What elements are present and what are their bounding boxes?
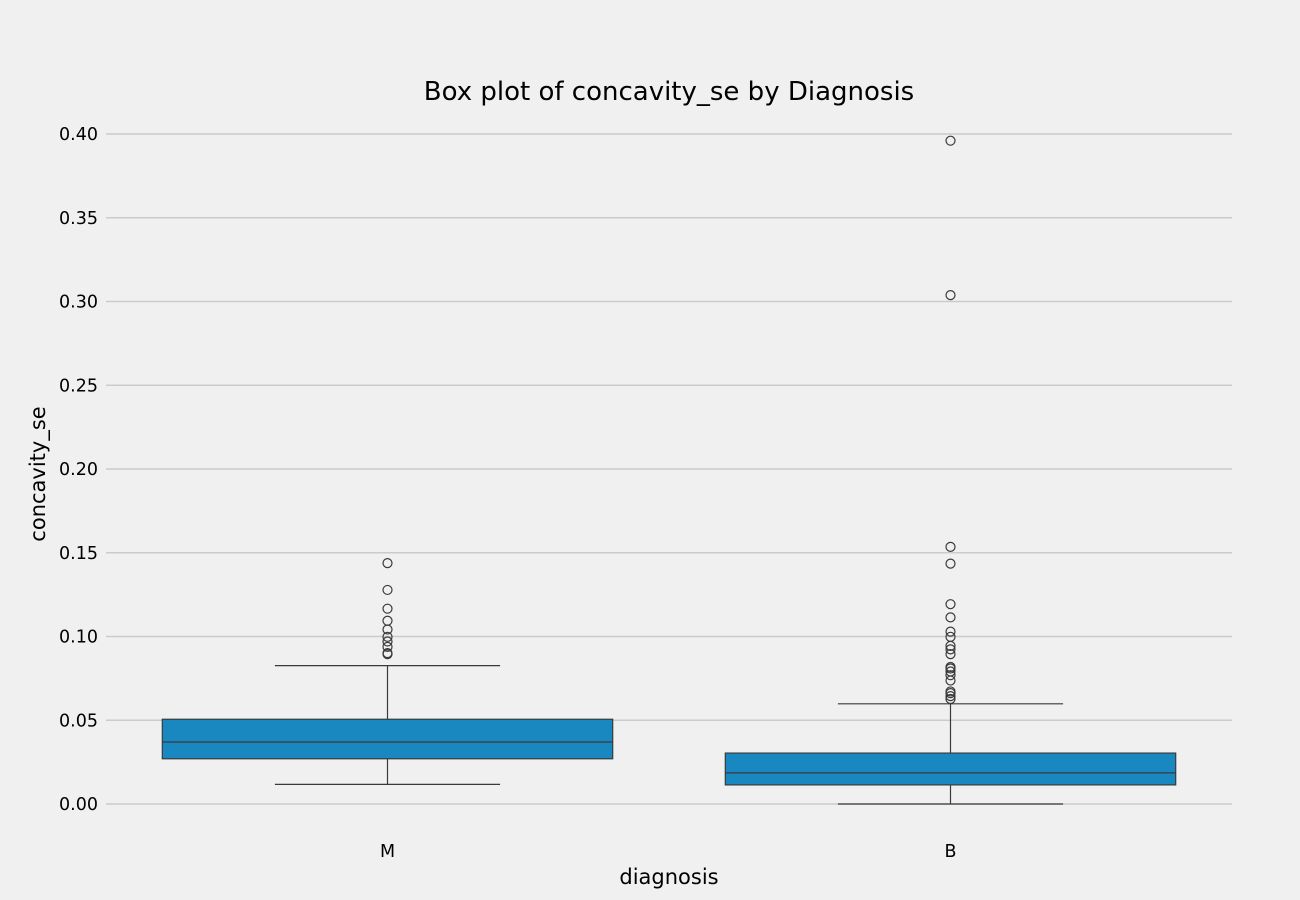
outlier-point bbox=[382, 603, 393, 614]
outlier-point bbox=[945, 666, 956, 677]
outlier-point bbox=[382, 647, 393, 659]
box-group-M bbox=[161, 558, 614, 786]
y-tick-label: 0.10 bbox=[59, 628, 98, 648]
x-axis-label: diagnosis bbox=[619, 865, 718, 889]
outlier-point bbox=[945, 290, 956, 301]
y-tick-label: 0.40 bbox=[59, 125, 98, 145]
y-tick-label: 0.35 bbox=[59, 209, 98, 229]
outlier-point bbox=[945, 686, 956, 697]
outlier-point bbox=[382, 615, 393, 626]
x-tick-label: B bbox=[944, 842, 956, 862]
iqr-box bbox=[724, 752, 1177, 786]
outlier-point bbox=[945, 648, 956, 660]
outlier-point bbox=[945, 661, 956, 673]
y-axis-label: concavity_se bbox=[26, 406, 51, 541]
outlier-point bbox=[945, 541, 956, 552]
outlier-point bbox=[382, 584, 393, 596]
y-tick-label: 0.00 bbox=[59, 795, 98, 815]
outlier-point bbox=[945, 691, 956, 702]
outlier-point bbox=[945, 135, 956, 146]
outlier-point bbox=[945, 675, 956, 686]
y-tick-label: 0.30 bbox=[59, 293, 98, 313]
y-tick-labels: 0.00 0.05 0.10 0.15 0.20 0.25 0.30 0.35 0.40 bbox=[59, 125, 98, 815]
outlier-point bbox=[945, 644, 956, 655]
iqr-box bbox=[161, 718, 614, 760]
outlier-point bbox=[945, 631, 956, 642]
y-tick-label: 0.25 bbox=[59, 376, 98, 396]
outlier-point bbox=[945, 612, 956, 623]
outlier-point bbox=[382, 641, 393, 652]
box-group-B bbox=[724, 135, 1177, 805]
y-tick-label: 0.15 bbox=[59, 544, 98, 564]
outlier-point bbox=[945, 693, 956, 705]
outlier-point bbox=[945, 558, 956, 569]
outlier-point bbox=[945, 670, 956, 681]
outlier-point bbox=[382, 631, 393, 642]
boxes-layer bbox=[161, 135, 1177, 805]
outlier-point bbox=[382, 558, 393, 569]
y-tick-label: 0.05 bbox=[59, 711, 98, 731]
outlier-point bbox=[945, 599, 956, 610]
chart-title: Box plot of concavity_se by Diagnosis bbox=[424, 77, 914, 107]
x-tick-label: M bbox=[380, 842, 395, 862]
outlier-point bbox=[382, 636, 393, 647]
y-tick-label: 0.20 bbox=[59, 460, 98, 480]
outlier-point bbox=[945, 626, 956, 637]
